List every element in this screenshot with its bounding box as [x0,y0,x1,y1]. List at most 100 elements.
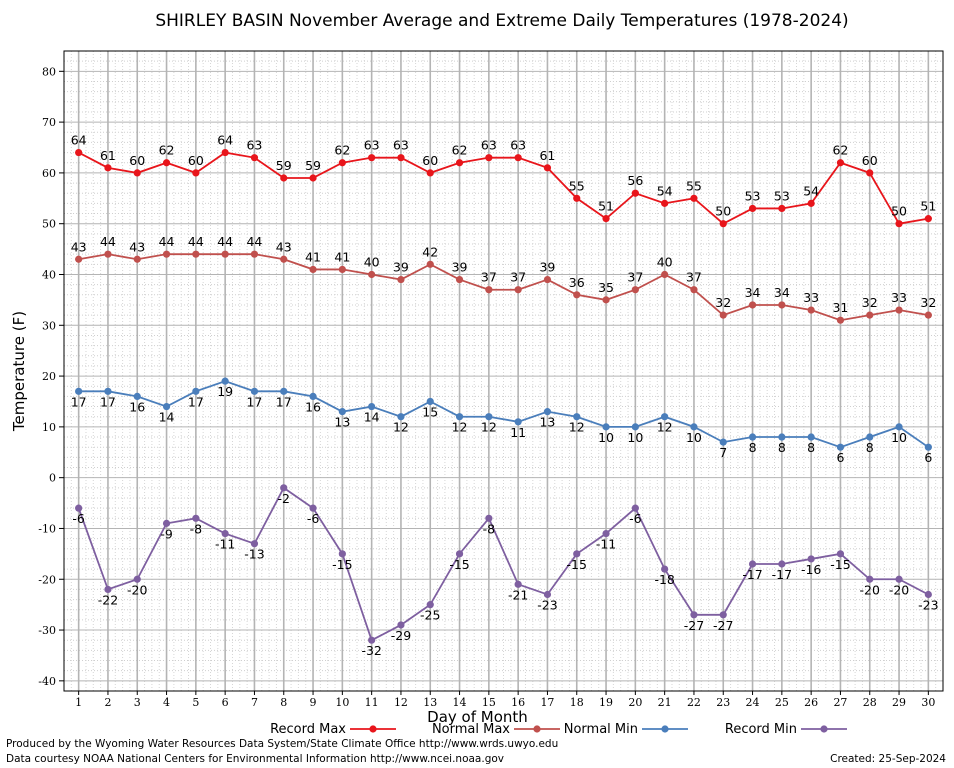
record-max-value-label: 60 [422,153,438,168]
normal-max-point [778,301,786,309]
normal-max-value-label: 44 [246,234,262,249]
normal-max-value-label: 44 [100,234,116,249]
y-axis-label: Temperature (F) [10,311,28,432]
record-min-value-label: -27 [713,618,733,633]
y-tick-label: 0 [49,472,56,485]
legend-label-record-min: Record Min [725,722,797,737]
record-min-point [631,504,639,512]
normal-min-value-label: 15 [422,404,438,419]
normal-min-value-label: 12 [569,420,585,435]
record-min-value-label: -2 [278,491,290,506]
x-tick-label: 24 [746,696,760,709]
record-min-value-label: -17 [772,567,792,582]
x-tick-label: 6 [222,696,229,709]
x-tick-label: 14 [453,696,467,709]
record-max-value-label: 50 [715,204,731,219]
normal-min-value-label: 11 [510,425,526,440]
footer-created-date: Created: 25-Sep-2024 [830,753,946,765]
footer-data-courtesy: Data courtesy NOAA National Centers for … [6,753,505,765]
record-max-value-label: 53 [774,188,790,203]
record-max-point [543,164,552,172]
normal-max-point [455,275,464,284]
x-tick-label: 16 [511,696,525,709]
record-max-point [426,169,434,177]
normal-min-value-label: 12 [657,420,673,435]
normal-min-point [368,402,376,411]
normal-max-point [661,270,669,279]
record-max-point [602,215,610,223]
record-max-point [162,159,171,167]
x-tick-label: 4 [163,696,170,709]
record-max-value-label: 50 [891,204,907,219]
record-max-point [661,199,669,207]
record-min-line [77,486,929,642]
normal-min-point [162,402,171,411]
normal-max-line [78,253,929,322]
normal-min-value-label: 17 [276,394,292,409]
normal-min-point [221,377,229,385]
record-max-line [78,151,929,225]
record-min-point [426,601,434,609]
y-tick-label: -20 [38,573,56,586]
y-tick-label: 50 [42,218,56,231]
normal-min-point [690,423,698,431]
normal-max-point [280,255,288,263]
normal-max-value-label: 37 [686,270,702,285]
record-max-value-label: 60 [862,153,878,168]
legend-marker-record-min [820,725,828,733]
x-tick-label: 12 [394,696,408,709]
record-min-point [778,560,786,568]
record-max-value-label: 59 [276,158,292,173]
record-min-point [485,514,493,522]
normal-max-value-label: 39 [393,260,409,275]
record-max-point [573,194,581,202]
record-min-point [573,550,581,558]
normal-min-value-label: 7 [719,445,727,460]
normal-min-point [485,413,493,421]
normal-max-point [748,301,757,309]
record-max-point [309,174,317,182]
record-max-value-label: 63 [481,138,497,153]
normal-max-value-label: 42 [422,244,438,259]
record-max-value-label: 61 [100,148,116,163]
normal-min-point [836,443,845,451]
record-min-value-label: -15 [830,557,850,572]
normal-max-point [133,255,141,263]
record-min-value-label: -23 [918,597,938,612]
record-min-value-label: -32 [361,643,381,658]
record-min-point [75,504,83,512]
normal-max-point [162,250,171,258]
x-tick-label: 19 [599,696,613,709]
normal-max-point [602,296,610,304]
normal-max-value-label: 37 [481,270,497,285]
record-max-value-label: 62 [159,143,175,158]
legend: Record Max Normal Max Normal Min Record Min [270,722,847,737]
record-min-value-label: -15 [449,557,469,572]
normal-max-point [250,250,259,258]
record-max-point [104,164,112,172]
record-max-point [455,159,464,167]
normal-max-value-label: 43 [129,239,145,254]
normal-max-point [573,291,581,299]
normal-max-point [338,265,346,274]
record-min-point [368,636,376,644]
record-max-value-label: 62 [334,143,350,158]
normal-max-value-label: 32 [862,295,878,310]
record-min-value-label: -20 [889,582,909,597]
record-min-point [309,504,317,512]
record-min-point [807,555,815,563]
record-min-value-label: -11 [596,537,616,552]
y-tick-label: 70 [42,116,56,129]
x-tick-label: 22 [687,696,701,709]
record-max-value-label: 64 [217,133,233,148]
record-max-point [836,159,845,167]
record-min-point [338,550,346,558]
normal-min-value-label: 17 [100,394,116,409]
legend-marker-record-max [369,725,377,733]
record-min-point [104,585,112,594]
x-tick-label: 29 [892,696,906,709]
chart-title: SHIRLEY BASIN November Average and Extre… [155,11,848,31]
normal-min-value-label: 10 [686,430,702,445]
record-min-value-label: -8 [190,521,203,536]
